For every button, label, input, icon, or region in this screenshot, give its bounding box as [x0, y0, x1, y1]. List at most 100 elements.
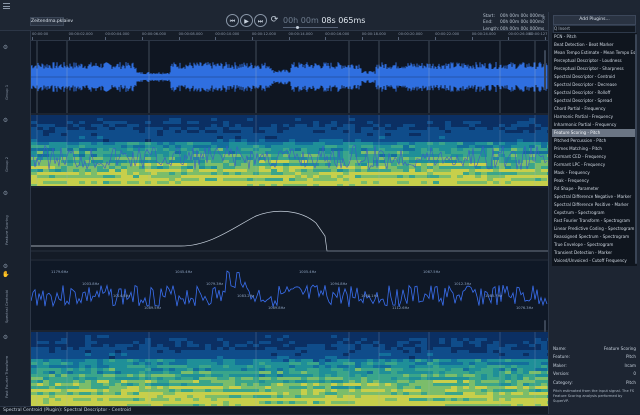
plugin-list-item[interactable]: Harmonic Partial - Frequency — [554, 114, 614, 119]
spectrogram-cell — [331, 362, 337, 365]
spectrogram-cell — [493, 115, 499, 118]
plugin-list-item[interactable]: Feature Scoring - Pitch — [552, 129, 636, 137]
plugin-list-item[interactable]: Rd Shape - Parameter — [554, 186, 599, 191]
plugin-list-item[interactable]: Fast Fourier Transform - Spectrogram — [554, 218, 631, 223]
plugin-list-item[interactable]: Formant LPC - Frequency — [554, 162, 606, 167]
spectrogram-cell — [415, 160, 421, 163]
loop-icon[interactable]: ⟳ — [270, 15, 279, 25]
start-value[interactable]: 00h 00m 00s 000ms — [500, 14, 545, 19]
spectrogram-cell — [409, 362, 415, 365]
spectrogram-cell — [427, 127, 433, 130]
forward-icon[interactable]: ⏭ — [254, 14, 267, 27]
gear-icon[interactable]: ⚙ — [2, 117, 9, 124]
track-group2-spectrogram[interactable] — [31, 115, 548, 186]
plugin-list-item[interactable]: Perceptual Descriptor - Sharpness — [554, 66, 624, 71]
plugin-list-scrollbar[interactable] — [635, 34, 637, 264]
spectrogram-cell — [43, 350, 49, 353]
time-ruler[interactable]: 00:00:00 00:00:02.000 00:00:04.000 00:00:06… — [30, 31, 548, 41]
spectrogram-cell — [109, 118, 115, 121]
plugin-list-item[interactable]: Inharmonic Partial - Frequency — [554, 122, 617, 127]
spectrogram-cell — [397, 356, 403, 359]
spectrogram-cell — [241, 395, 247, 398]
plugin-list-item[interactable]: Spectral Descriptor - Spread — [554, 98, 612, 103]
file-tab[interactable]: Zeitendma.pklaiev — [30, 17, 74, 26]
spectrogram-cell — [181, 148, 187, 151]
plugin-list-item[interactable]: Mean Tempo Estimate - Mean Tempo Estimat — [554, 50, 636, 55]
track-fast-fourier[interactable] — [31, 332, 548, 406]
plugin-list-item[interactable]: Formant CED - Frequency — [554, 154, 607, 159]
spectrogram-cell — [265, 175, 271, 178]
play-icon[interactable]: ▶ — [240, 14, 253, 27]
plugin-list-item[interactable]: Reassigned Spectrum - Spectrogram — [554, 234, 630, 239]
plugin-list-item[interactable]: Spectral Descriptor - Centroid — [554, 74, 615, 79]
plugin-list-item[interactable]: Spectral Descriptor - Decrease — [554, 82, 617, 87]
spectrogram-cell — [211, 341, 217, 344]
plugin-list-item[interactable]: Linear Predictive Coding - Spectrogram — [554, 226, 635, 231]
spectrogram-cell — [139, 398, 145, 401]
spectrogram-cell — [139, 389, 145, 392]
track-group1-waveform[interactable] — [31, 41, 548, 113]
spectrogram-cell — [283, 184, 289, 186]
scrollbar[interactable] — [544, 320, 546, 332]
spectrogram-cell — [73, 148, 79, 151]
plugin-list-item[interactable]: Primes Matching - Pitch — [554, 146, 603, 151]
spectrogram-cell — [319, 377, 325, 380]
plugin-list-item[interactable]: PCN - Pitch — [554, 34, 577, 39]
spectrogram-cell — [277, 392, 283, 395]
spectrogram-cell — [43, 169, 49, 172]
end-value[interactable]: 00h 00m 00s 000ms — [500, 20, 545, 26]
plugin-list-item[interactable]: True Envelope - Spectrogram — [554, 242, 614, 247]
plugin-list-item[interactable]: Beat Detection - Beat Marker — [554, 42, 614, 47]
spectrogram-cell — [433, 157, 439, 160]
plugin-list-item[interactable]: Perceptual Descriptor - Loudness — [554, 58, 622, 63]
spectrogram-cell — [37, 395, 43, 398]
hand-icon[interactable]: ✋ — [2, 271, 10, 278]
length-value[interactable]: 00h 00m 00s 000ms — [500, 26, 545, 32]
plugin-list-item[interactable]: Peak - Frequency — [554, 178, 589, 183]
plugin-list-item[interactable]: Chord Partial - Frequency — [554, 106, 606, 111]
gear-icon[interactable]: ⚙ — [2, 44, 9, 51]
gear-icon[interactable]: ⚙ — [2, 190, 9, 197]
spectrogram-cell — [535, 157, 541, 160]
gear-icon[interactable]: ⚙ — [2, 263, 9, 270]
plugin-list-item[interactable]: Spectral Descriptor - Rolloff — [554, 90, 611, 95]
playback-slider-handle[interactable] — [296, 25, 299, 29]
spectrogram-cell — [109, 145, 115, 148]
playback-slider[interactable] — [283, 27, 338, 28]
plugin-list-item[interactable]: Spectral Difference Positive - Marker — [554, 202, 629, 207]
spectrogram-cell — [499, 338, 505, 341]
spectrogram-cell — [31, 115, 37, 118]
spectrogram-cell — [475, 404, 481, 406]
spectrogram-cell — [379, 374, 385, 377]
track-spectral-centroid[interactable]: 1179.6Hz 1003.8Hz 1014.8Hz 1089.5Hz 1045.4Hz… — [31, 261, 548, 330]
plugin-list-item[interactable]: Mask - Frequency — [554, 170, 590, 175]
spectrogram-cell — [259, 347, 265, 350]
plugin-list-item[interactable]: Voiced/Unvoiced - Cutoff Frequency — [554, 258, 627, 263]
track-feature-scoring[interactable] — [31, 188, 548, 259]
scrollbar[interactable] — [544, 50, 546, 90]
rewind-icon[interactable]: ⏮ — [226, 14, 239, 27]
spectrogram-cell — [115, 163, 121, 166]
gear-icon[interactable]: ⚙ — [2, 334, 9, 341]
spectrogram-cell — [481, 139, 487, 142]
ruler-tick-mark — [435, 37, 437, 40]
plugin-search-input[interactable]: Q Insert — [553, 25, 636, 33]
spectrogram-cell — [265, 115, 271, 118]
add-plugins-button[interactable]: Add Plugins... — [553, 15, 636, 25]
spectrogram-cell — [367, 139, 373, 142]
spectrogram-cell — [403, 118, 409, 121]
plugin-list-item[interactable]: Pitched Percussion - Pitch — [554, 138, 607, 143]
spectrogram-cell — [217, 118, 223, 121]
plugin-list-item[interactable]: Cepstrum - Spectrogram — [554, 210, 605, 215]
spectrogram-cell — [151, 353, 157, 356]
spectrogram-cell — [403, 148, 409, 151]
spectrogram-cell — [199, 401, 205, 404]
spectrogram-cell — [487, 392, 493, 395]
spectrogram-cell — [193, 175, 199, 178]
close-icon[interactable]: × — [541, 15, 547, 22]
spectrogram-cell — [241, 172, 247, 175]
spectrogram-cell — [289, 398, 295, 401]
plugin-list-item[interactable]: Spectral Difference Negative - Marker — [554, 194, 632, 199]
menu-icon[interactable] — [3, 3, 10, 9]
plugin-list-item[interactable]: Transient Detection - Marker — [554, 250, 613, 255]
